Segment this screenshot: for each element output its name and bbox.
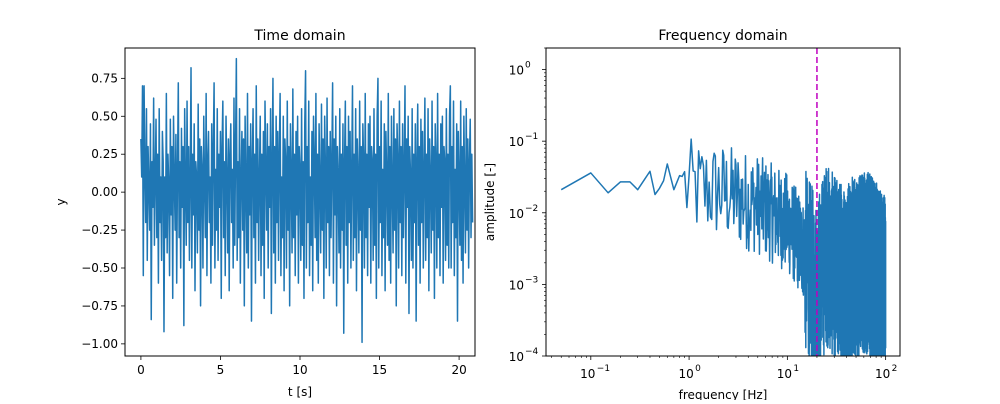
y-tick-label: 10 <box>509 278 524 292</box>
y-tick-exponent: −1 <box>525 132 538 142</box>
x-tick-exponent: −1 <box>597 364 610 374</box>
y-tick-label: 0.00 <box>91 185 118 199</box>
spectrum-line <box>560 138 887 356</box>
frequency-domain-plot-area <box>560 48 887 356</box>
y-tick-label: −0.75 <box>81 299 118 313</box>
x-tick-label: 10 <box>678 367 693 381</box>
time-signal-line <box>140 57 474 344</box>
time-domain-ylabel: y <box>54 198 68 205</box>
y-tick-label: 0.50 <box>91 109 118 123</box>
x-tick-exponent: 0 <box>695 364 701 374</box>
y-tick-exponent: −4 <box>525 347 539 357</box>
x-tick-label: 10 <box>292 363 307 377</box>
x-tick-exponent: 1 <box>793 364 799 374</box>
time-domain-title: Time domain <box>253 28 345 44</box>
x-tick-label: 10 <box>777 367 792 381</box>
time-domain-y-ticks: −1.00 −0.75 −0.50 −0.25 0.00 0.25 0.50 0.75 <box>81 71 125 351</box>
y-tick-label: 10 <box>509 350 524 364</box>
x-tick-label: 10 <box>580 367 595 381</box>
y-tick-label: 0.25 <box>91 147 118 161</box>
y-tick-label: 10 <box>509 64 524 78</box>
y-tick-label: −0.25 <box>81 223 118 237</box>
x-tick-label: 0 <box>137 363 145 377</box>
x-tick-label: 15 <box>372 363 387 377</box>
frequency-domain-frame <box>545 47 901 357</box>
frequency-domain-axes: Frequency domain 10 −1 10 0 10 1 10 2 10 −410 −31… <box>483 28 901 402</box>
time-domain-plot-area <box>140 57 474 344</box>
frequency-domain-title: Frequency domain <box>658 28 787 44</box>
y-tick-exponent: 0 <box>525 61 531 71</box>
y-tick-label: −1.00 <box>81 337 118 351</box>
y-tick-label: −0.50 <box>81 261 118 275</box>
time-domain-axes: Time domain 0 5 10 15 20 −1.00 −0.75 −0.50 −0.2… <box>54 28 476 399</box>
y-tick-label: 0.75 <box>91 71 118 85</box>
x-tick-label: 20 <box>451 363 466 377</box>
y-tick-label: 10 <box>509 135 524 149</box>
frequency-domain-ylabel: amplitude [-] <box>483 163 497 241</box>
y-tick-exponent: −3 <box>525 275 538 285</box>
y-tick-exponent: −2 <box>525 204 538 214</box>
x-tick-exponent: 2 <box>892 364 898 374</box>
frequency-domain-xlabel: frequency [Hz] <box>679 388 768 400</box>
y-tick-label: 10 <box>509 207 524 221</box>
x-tick-label: 10 <box>875 367 890 381</box>
x-tick-label: 5 <box>217 363 225 377</box>
frequency-domain-x-ticks: 10 −1 10 0 10 1 10 2 <box>551 356 898 381</box>
time-domain-x-ticks: 0 5 10 15 20 <box>137 356 467 377</box>
time-domain-xlabel: t [s] <box>288 385 312 399</box>
